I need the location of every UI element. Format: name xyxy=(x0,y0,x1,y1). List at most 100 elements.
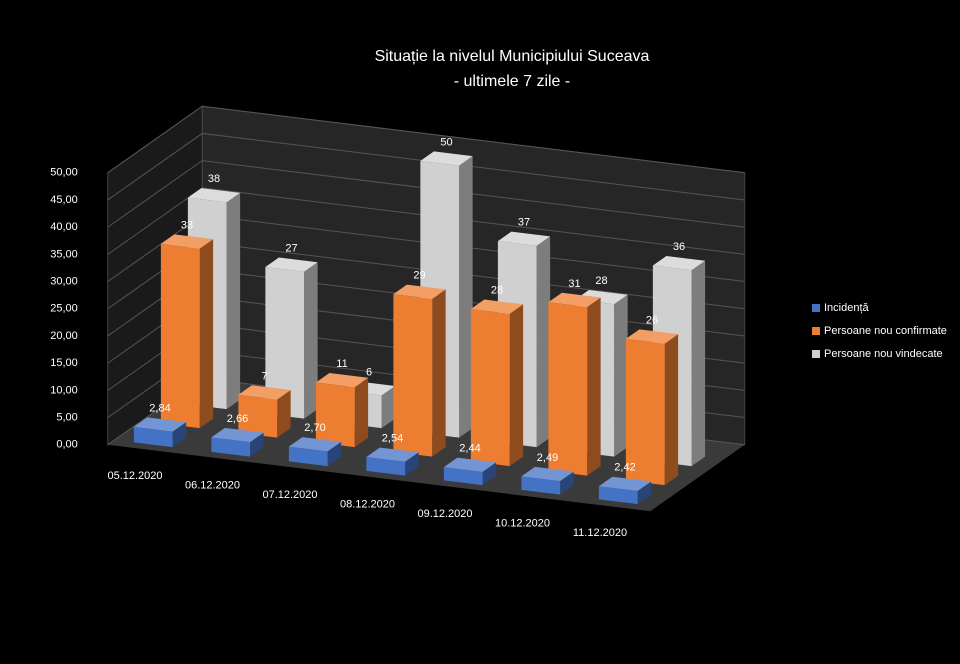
bar-front xyxy=(133,426,173,448)
bar-top xyxy=(238,385,291,400)
legend-label: Persoane nou vindecate xyxy=(824,348,943,360)
y-tick-label: 25,00 xyxy=(50,303,78,315)
bar-side xyxy=(614,294,628,457)
bar-side xyxy=(509,304,524,467)
chart-title: Situație la nivelul Municipiului Suceava xyxy=(375,48,650,65)
legend-label: Incidență xyxy=(824,302,870,314)
legend-swatch xyxy=(812,327,820,335)
y-tick-label: 0,00 xyxy=(56,439,77,451)
bar-side xyxy=(304,262,318,419)
data-label: 36 xyxy=(673,241,685,253)
bar-front xyxy=(625,338,665,486)
bar-top xyxy=(265,257,318,272)
data-label: 31 xyxy=(568,278,580,290)
data-label: 2,66 xyxy=(227,413,248,425)
y-tick-label: 30,00 xyxy=(50,275,78,287)
bar-side xyxy=(459,156,473,438)
bar-side xyxy=(277,390,291,438)
bar-side xyxy=(199,239,214,429)
x-tick-label: 11.12.2020 xyxy=(573,527,627,539)
bar-top xyxy=(470,299,524,314)
bar-front xyxy=(288,446,328,467)
bar-side xyxy=(354,377,369,448)
bar-top xyxy=(521,466,574,482)
data-label: 2,42 xyxy=(614,462,635,474)
x-tick-label: 10.12.2020 xyxy=(495,517,550,529)
bar-top xyxy=(420,151,473,166)
bar-side xyxy=(327,441,342,467)
data-label: 38 xyxy=(208,173,220,185)
data-label: 11 xyxy=(336,358,347,370)
bar-side xyxy=(637,481,652,505)
bar-top xyxy=(160,234,214,249)
bar-top xyxy=(443,457,497,472)
bar-front xyxy=(470,309,510,467)
bar-front xyxy=(598,486,638,505)
grid-line xyxy=(107,132,745,201)
bar-side xyxy=(482,462,497,486)
bar-side xyxy=(536,236,551,448)
y-tick-label: 10,00 xyxy=(50,384,78,396)
y-tick-label: 5,00 xyxy=(56,411,77,423)
grid-line xyxy=(107,187,745,255)
y-tick-label: 35,00 xyxy=(50,248,78,260)
y-tick-label: 40,00 xyxy=(50,221,78,233)
data-label: 7 xyxy=(261,370,267,382)
data-label: 28 xyxy=(595,275,607,287)
grid-line xyxy=(107,160,745,228)
bar-side xyxy=(664,334,679,486)
bar-front xyxy=(265,266,305,419)
data-label: 50 xyxy=(440,136,452,148)
legend-swatch xyxy=(812,350,820,358)
bar-top xyxy=(598,476,652,491)
grid-line xyxy=(107,105,745,174)
bar-front xyxy=(238,394,278,438)
bar-top xyxy=(625,329,679,344)
bar-top xyxy=(133,417,187,432)
bar-front xyxy=(521,476,561,495)
bar-side xyxy=(381,385,396,429)
bar-front xyxy=(548,302,588,476)
bar-top xyxy=(497,231,551,246)
y-tick-label: 15,00 xyxy=(50,357,78,369)
bar-side xyxy=(560,471,574,495)
bar-front xyxy=(366,457,406,476)
bar-side xyxy=(172,422,187,448)
bar-top xyxy=(187,188,241,203)
bar-side xyxy=(250,432,264,457)
legend-label: Persoane nou confirmate xyxy=(824,325,947,337)
bar-top xyxy=(315,373,369,388)
bar-top xyxy=(288,437,342,452)
x-tick-label: 09.12.2020 xyxy=(417,508,472,520)
bar-front xyxy=(160,243,200,429)
x-tick-label: 06.12.2020 xyxy=(185,479,240,491)
data-label: 2,44 xyxy=(459,443,480,455)
bar-side xyxy=(587,297,601,476)
bar-side xyxy=(226,192,241,410)
data-label: 29 xyxy=(413,270,425,282)
x-tick-label: 08.12.2020 xyxy=(340,498,395,510)
bar-front xyxy=(443,467,483,486)
x-tick-label: 05.12.2020 xyxy=(107,470,162,482)
legend-swatch xyxy=(812,304,820,312)
y-tick-label: 50,00 xyxy=(50,167,78,179)
data-label: 27 xyxy=(285,243,297,255)
bar-top xyxy=(393,284,446,299)
bar-side xyxy=(432,289,446,457)
y-tick-label: 45,00 xyxy=(50,194,78,206)
bar-front xyxy=(315,382,355,448)
data-label: 28 xyxy=(491,285,503,297)
bar-side xyxy=(405,452,419,476)
bar-top xyxy=(366,447,419,462)
bar-side xyxy=(691,260,706,467)
y-tick-label: 20,00 xyxy=(50,330,78,342)
bar-top xyxy=(652,256,706,271)
bar-top xyxy=(548,292,601,307)
bar-top xyxy=(211,427,264,443)
x-tick-label: 07.12.2020 xyxy=(262,489,317,501)
data-label: 37 xyxy=(518,217,530,229)
data-label: 2,70 xyxy=(304,422,325,434)
bar-front xyxy=(393,294,433,457)
